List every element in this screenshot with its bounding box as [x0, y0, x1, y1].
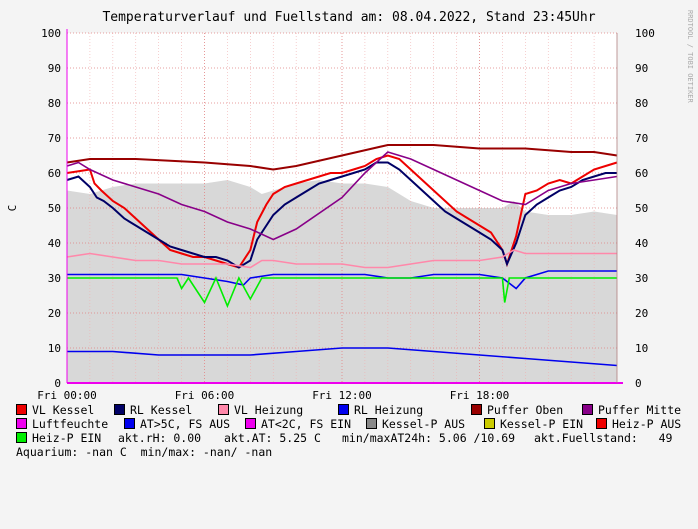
y-tick-label-right: 30 [635, 272, 648, 285]
grid [66, 32, 617, 384]
legend-item-heiz-p-ein: Heiz-P EIN [16, 431, 101, 445]
legend-swatch [16, 432, 27, 443]
y-tick-label-left: 80 [48, 97, 61, 110]
legend-label: AT>5C, FS AUS [140, 417, 231, 431]
y-tick-label-right: 40 [635, 237, 648, 250]
legend-swatch [124, 418, 135, 429]
legend-item-at-lt-2c: AT<2C, FS EIN [245, 417, 351, 431]
legend-label: Luftfeuchte [32, 417, 109, 431]
legend-swatch [582, 404, 593, 415]
chart-title: Temperaturverlauf und Fuellstand am: 08.… [102, 10, 595, 25]
y-tick-label-left: 60 [48, 167, 61, 180]
series-line-puffer-mitte [66, 151, 618, 241]
x-tick-label: Fri 12:00 [312, 389, 372, 402]
legend-item-puffer-mitte: Puffer Mitte [582, 403, 681, 417]
legend-item-heiz-p-aus: Heiz-P AUS [596, 417, 681, 431]
legend-row-4: Aquarium: -nan C min/max: -nan/ -nan [16, 445, 696, 459]
series-line-heiz-p-ein [67, 276, 617, 309]
fuellstand-line [67, 347, 618, 367]
series-line-rl-kessel [66, 161, 617, 269]
legend-swatch [471, 404, 482, 415]
y-tick-label-left: 40 [48, 237, 61, 250]
legend-item-luftfeuchte: Luftfeuchte [16, 417, 108, 431]
y-axis-label: C [6, 205, 19, 212]
legend-label: VL Kessel [32, 403, 95, 417]
legend-label: RL Heizung [354, 403, 424, 417]
legend-swatch [484, 418, 495, 429]
stat-fuellstand: akt.Fuellstand: 49 [534, 431, 673, 445]
legend-label: VL Heizung [234, 403, 304, 417]
series-line-puffer-oben [66, 144, 618, 171]
legend-label: Puffer Oben [487, 403, 564, 417]
legend-swatch [114, 404, 125, 415]
legend-swatch [596, 418, 607, 429]
y-tick-label-left: 20 [48, 307, 61, 320]
series-layer [66, 144, 618, 367]
y-tick-label-right: 80 [635, 97, 648, 110]
legend-swatch [338, 404, 349, 415]
series-line-vl-heizung [66, 249, 617, 269]
legend-item-rl-kessel: RL Kessel [114, 403, 192, 417]
legend-item-puffer-oben: Puffer Oben [471, 403, 563, 417]
x-tick-label: Fri 00:00 [37, 389, 97, 402]
legend-item-kessel-p-ein: Kessel-P EIN [484, 417, 583, 431]
stat-min-max-at: min/maxAT24h: 5.06 /10.69 [342, 431, 516, 445]
legend-swatch [366, 418, 377, 429]
legend-item-kessel-p-aus: Kessel-P AUS [366, 417, 465, 431]
legend-row-3: Heiz-P EIN akt.rH: 0.00 akt.AT: 5.25 C m… [16, 431, 696, 445]
legend-swatch [16, 418, 27, 429]
legend-label: Kessel-P AUS [382, 417, 466, 431]
legend-label: Puffer Mitte [598, 403, 682, 417]
y-tick-label-left: 0 [54, 377, 61, 390]
legend-row-1: VL Kessel RL Kessel VL Heizung RL Heizun… [16, 403, 696, 417]
luftfeuchte-area [67, 180, 617, 383]
legend-swatch [16, 404, 27, 415]
luftfeuchte-area-layer [67, 180, 617, 383]
y-tick-label-right: 10 [635, 342, 648, 355]
series-line-rl-heizung [67, 270, 617, 290]
y-tick-label-right: 0 [635, 377, 642, 390]
stat-outside-temp: akt.AT: 5.25 C [224, 431, 321, 445]
y-tick-label-right: 70 [635, 132, 648, 145]
legend: VL Kessel RL Kessel VL Heizung RL Heizun… [16, 403, 696, 459]
y-tick-label-right: 60 [635, 167, 648, 180]
legend-label: AT<2C, FS EIN [261, 417, 352, 431]
x-tick-label: Fri 18:00 [450, 389, 510, 402]
y-tick-label-left: 100 [41, 27, 61, 40]
axes: 0 0 10 10 20 20 30 30 40 40 50 50 60 60 70 70 80 80 90 90 10… [37, 27, 655, 402]
y-tick-label-left: 10 [48, 342, 61, 355]
legend-item-vl-kessel: VL Kessel [16, 403, 94, 417]
legend-row-2: Luftfeuchte AT>5C, FS AUS AT<2C, FS EIN … [16, 417, 696, 431]
legend-label: Heiz-P EIN [32, 431, 102, 445]
watermark: RRDTOOL / TOBI OETIKER [686, 10, 694, 104]
x-tick-label: Fri 06:00 [175, 389, 235, 402]
legend-item-at-gt-5c: AT>5C, FS AUS [124, 417, 230, 431]
stat-aquarium: Aquarium: -nan C min/max: -nan/ -nan [16, 445, 273, 459]
stat-rel-humidity: akt.rH: 0.00 [118, 431, 202, 445]
y-tick-label-left: 70 [48, 132, 61, 145]
legend-item-vl-heizung: VL Heizung [218, 403, 303, 417]
chart: Temperaturverlauf und Fuellstand am: 08.… [6, 10, 694, 402]
legend-label: Heiz-P AUS [612, 417, 682, 431]
legend-swatch [218, 404, 229, 415]
y-tick-label-left: 30 [48, 272, 61, 285]
legend-label: RL Kessel [130, 403, 193, 417]
y-tick-label-right: 50 [635, 202, 648, 215]
y-tick-label-left: 90 [48, 62, 61, 75]
y-tick-label-right: 100 [635, 27, 655, 40]
legend-swatch [245, 418, 256, 429]
legend-label: Kessel-P EIN [500, 417, 584, 431]
y-tick-label-left: 50 [48, 202, 61, 215]
legend-item-rl-heizung: RL Heizung [338, 403, 423, 417]
y-tick-label-right: 20 [635, 307, 648, 320]
y-tick-label-right: 90 [635, 62, 648, 75]
